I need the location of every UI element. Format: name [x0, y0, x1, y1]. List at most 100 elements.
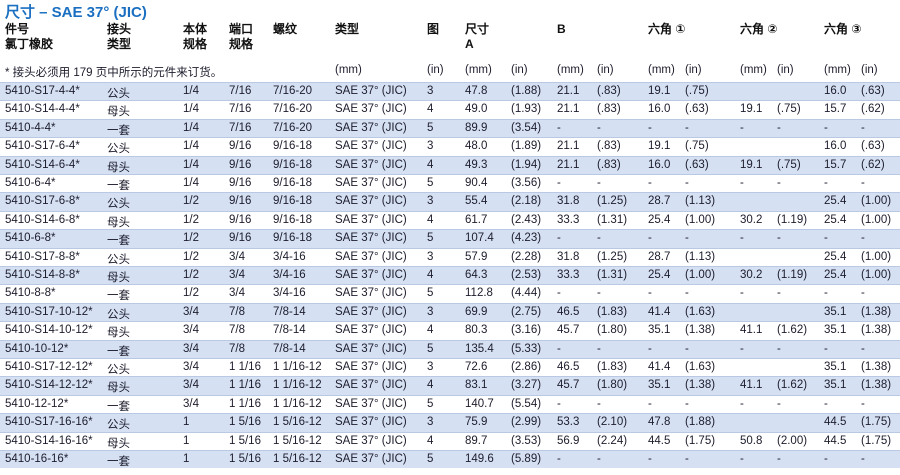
table-cell: - — [861, 121, 865, 134]
table-cell: - — [685, 453, 689, 465]
table-cell: SAE 37° (JIC) — [335, 158, 407, 171]
table-cell: - — [861, 397, 865, 410]
table-cell: 7/16 — [229, 85, 252, 97]
table-cell: 5410-4-4* — [5, 121, 56, 134]
table-cell: - — [777, 453, 781, 465]
table-cell: (1.88) — [511, 85, 542, 97]
column-header: B — [557, 22, 566, 36]
table-cell: 16.0 — [648, 103, 671, 116]
table-cell: 公头 — [107, 198, 130, 211]
table-cell: - — [597, 121, 601, 134]
table-cell: (2.28) — [511, 250, 542, 263]
unit-label: (mm) — [557, 64, 584, 76]
table-cell: 64.3 — [465, 269, 488, 281]
table-cell: 25.4 — [824, 195, 847, 208]
table-row: 5410-S17-6-8* 公头 1/2 9/16 9/16-18 SAE 37° (JI… — [0, 192, 900, 211]
table-cell: 61.7 — [465, 213, 488, 226]
unit-label: (mm) — [465, 64, 492, 76]
table-cell: 5 — [427, 232, 434, 245]
table-cell: 33.3 — [557, 213, 580, 226]
table-cell: (1.31) — [597, 269, 628, 281]
table-cell: 5410-S14-12-12* — [5, 379, 93, 392]
table-cell: 16.0 — [648, 158, 671, 171]
table-cell: (1.83) — [597, 305, 628, 318]
table-cell: 母头 — [107, 216, 130, 229]
table-cell: 69.9 — [465, 305, 488, 318]
table-cell: 5410-8-8* — [5, 287, 56, 300]
table-cell: SAE 37° (JIC) — [335, 416, 407, 429]
table-cell: - — [597, 342, 601, 355]
table-cell: 1 — [183, 416, 190, 429]
table-cell: 28.7 — [648, 195, 671, 208]
table-cell: 28.7 — [648, 250, 671, 263]
table-cell: 1/2 — [183, 269, 199, 281]
table-cell: - — [557, 177, 561, 189]
table-cell: - — [685, 342, 689, 355]
table-cell: (1.00) — [861, 195, 892, 208]
table-cell: - — [824, 287, 828, 300]
table-cell: 7/16 — [229, 103, 252, 116]
table-cell: - — [557, 121, 561, 134]
table-cell: 9/16 — [229, 177, 252, 189]
table-cell: (1.00) — [861, 269, 892, 281]
table-row: 5410-S17-4-4* 公头 1/4 7/16 7/16-20 SAE 37° (JI… — [0, 82, 900, 101]
table-cell: (1.38) — [861, 379, 892, 392]
table-cell: 1 1/16-12 — [273, 397, 322, 410]
table-cell: - — [648, 287, 652, 300]
table-cell: 1/4 — [183, 140, 199, 153]
table-cell: - — [740, 397, 744, 410]
table-cell: (1.80) — [597, 324, 628, 337]
table-cell: - — [648, 453, 652, 465]
table-cell: 25.4 — [824, 269, 847, 281]
table-cell: (.63) — [861, 85, 885, 97]
table-cell: 母头 — [107, 437, 130, 450]
table-cell: - — [740, 121, 744, 134]
table-cell: 9/16-18 — [273, 177, 313, 189]
table-cell: (.63) — [685, 103, 709, 116]
table-cell: 5410-6-8* — [5, 232, 56, 245]
table-row: 5410-S17-16-16* 公头 1 1 5/16 1 5/16-12 SAE 37°… — [0, 413, 900, 432]
table-cell: 1/2 — [183, 287, 199, 300]
table-cell: (1.00) — [861, 213, 892, 226]
table-cell: 140.7 — [465, 397, 494, 410]
table-cell: (1.63) — [685, 305, 716, 318]
table-cell: - — [740, 453, 744, 465]
table-row: 5410-S14-8-8* 母头 1/2 3/4 3/4-16 SAE 37° (JIC)… — [0, 266, 900, 285]
table-cell: SAE 37° (JIC) — [335, 195, 407, 208]
table-cell: (1.25) — [597, 250, 628, 263]
table-row: 5410-S14-10-12* 母头 3/4 7/8 7/8-14 SAE 37° (JI… — [0, 321, 900, 339]
table-cell: 3/4 — [229, 287, 245, 300]
table-cell: 7/8-14 — [273, 305, 306, 318]
table-cell: 1/2 — [183, 232, 199, 245]
table-cell: - — [777, 177, 781, 189]
table-cell: SAE 37° (JIC) — [335, 140, 407, 153]
table-cell: 1 — [183, 434, 190, 447]
table-cell: - — [824, 397, 828, 410]
table-cell: 5410-S17-12-12* — [5, 361, 93, 373]
table-cell: - — [685, 287, 689, 300]
table-cell: 3 — [427, 140, 434, 153]
table-cell: - — [777, 232, 781, 245]
table-cell: 4 — [427, 158, 434, 171]
table-cell: 75.9 — [465, 416, 488, 429]
table-cell: 53.3 — [557, 416, 580, 429]
table-cell: 5 — [427, 177, 434, 189]
table-cell: (1.13) — [685, 195, 716, 208]
table-cell: 3 — [427, 416, 434, 429]
table-cell: 5410-S17-4-4* — [5, 85, 80, 97]
column-header: 本体 规格 — [183, 22, 208, 51]
column-header: 螺纹 — [273, 22, 298, 36]
table-row: 5410-10-12* 一套 3/4 7/8 7/8-14 SAE 37° (JIC) 5 1… — [0, 339, 900, 358]
table-cell: 9/16 — [229, 158, 252, 171]
unit-label: (in) — [861, 64, 878, 76]
table-cell: 19.1 — [648, 140, 671, 153]
table-cell: (.83) — [597, 103, 621, 116]
table-cell: 5410-S17-16-16* — [5, 416, 93, 429]
table-cell: 89.9 — [465, 121, 488, 134]
table-cell: (1.63) — [685, 361, 716, 373]
table-cell: SAE 37° (JIC) — [335, 232, 407, 245]
table-cell: 1 1/16-12 — [273, 379, 322, 392]
table-cell: 母头 — [107, 272, 130, 284]
table-cell: (1.94) — [511, 158, 542, 171]
table-cell: SAE 37° (JIC) — [335, 361, 407, 373]
